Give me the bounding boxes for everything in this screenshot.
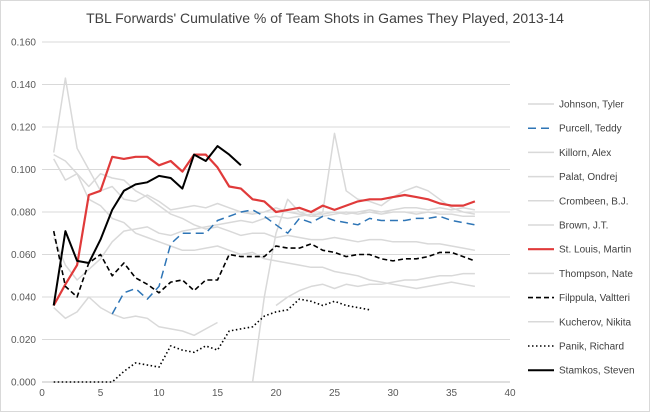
- x-tick-label: 40: [504, 388, 516, 399]
- y-tick-label: 0.160: [11, 38, 36, 49]
- series-line-brown-j-t: [53, 153, 476, 290]
- legend: Johnson, Tyler Purcell, Teddy Killorn, Ale…: [528, 100, 635, 377]
- x-axis: 0 5 10 15 20 25 30 35 40: [39, 381, 516, 399]
- series-line-thompson-nate: [275, 272, 475, 307]
- series-line-palat-ondrej: [53, 207, 476, 281]
- y-axis: 0.000 0.020 0.040 0.060 0.080 0.100 0.120 0.140…: [11, 38, 36, 389]
- series-line-crombeen-b-j: [53, 296, 218, 337]
- legend-label: Palat, Ondrej: [559, 172, 617, 183]
- x-tick-label: 5: [98, 388, 104, 399]
- y-tick-label: 0.000: [11, 378, 36, 389]
- series-line-stamkos-steven: [52, 145, 242, 306]
- legend-label: Purcell, Teddy: [559, 124, 622, 135]
- legend-label: Johnson, Tyler: [559, 100, 625, 111]
- x-tick-label: 20: [270, 388, 282, 399]
- series-line-st-louis-martin: [52, 153, 476, 307]
- legend-label: Stamkos, Steven: [559, 366, 635, 377]
- x-tick-label: 25: [329, 388, 341, 399]
- series-line-kucherov-nikita: [251, 132, 476, 383]
- legend-label: Thompson, Nate: [559, 269, 633, 280]
- plot-area: [52, 77, 476, 383]
- legend-label: Crombeen, B.J.: [559, 196, 628, 207]
- legend-label: Panik, Richard: [559, 342, 624, 353]
- x-tick-label: 15: [212, 388, 224, 399]
- legend-label: Brown, J.T.: [559, 221, 608, 232]
- chart-title: TBL Forwards' Cumulative % of Team Shots…: [86, 10, 564, 26]
- legend-label: Kucherov, Nikita: [559, 317, 632, 328]
- y-tick-label: 0.060: [11, 250, 36, 261]
- y-tick-label: 0.100: [11, 165, 36, 176]
- series-line-filppula-valtteri: [52, 230, 476, 298]
- y-tick-label: 0.120: [11, 123, 36, 134]
- x-tick-label: 10: [153, 388, 165, 399]
- x-tick-label: 30: [387, 388, 399, 399]
- series-line-panik-richard: [53, 298, 370, 383]
- y-tick-label: 0.140: [11, 80, 36, 91]
- y-tick-label: 0.080: [11, 208, 36, 219]
- series-line-killorn-alex: [53, 158, 476, 252]
- legend-label: Killorn, Alex: [559, 148, 611, 159]
- y-tick-label: 0.020: [11, 335, 36, 346]
- y-tick-label: 0.040: [11, 293, 36, 304]
- series-line-johnson-tyler: [52, 77, 475, 218]
- legend-label: St. Louis, Martin: [559, 245, 631, 256]
- legend-label: Filppula, Valtteri: [559, 293, 630, 304]
- series-line-purcell-teddy: [111, 209, 476, 315]
- x-tick-label: 35: [446, 388, 458, 399]
- x-tick-label: 0: [39, 388, 45, 399]
